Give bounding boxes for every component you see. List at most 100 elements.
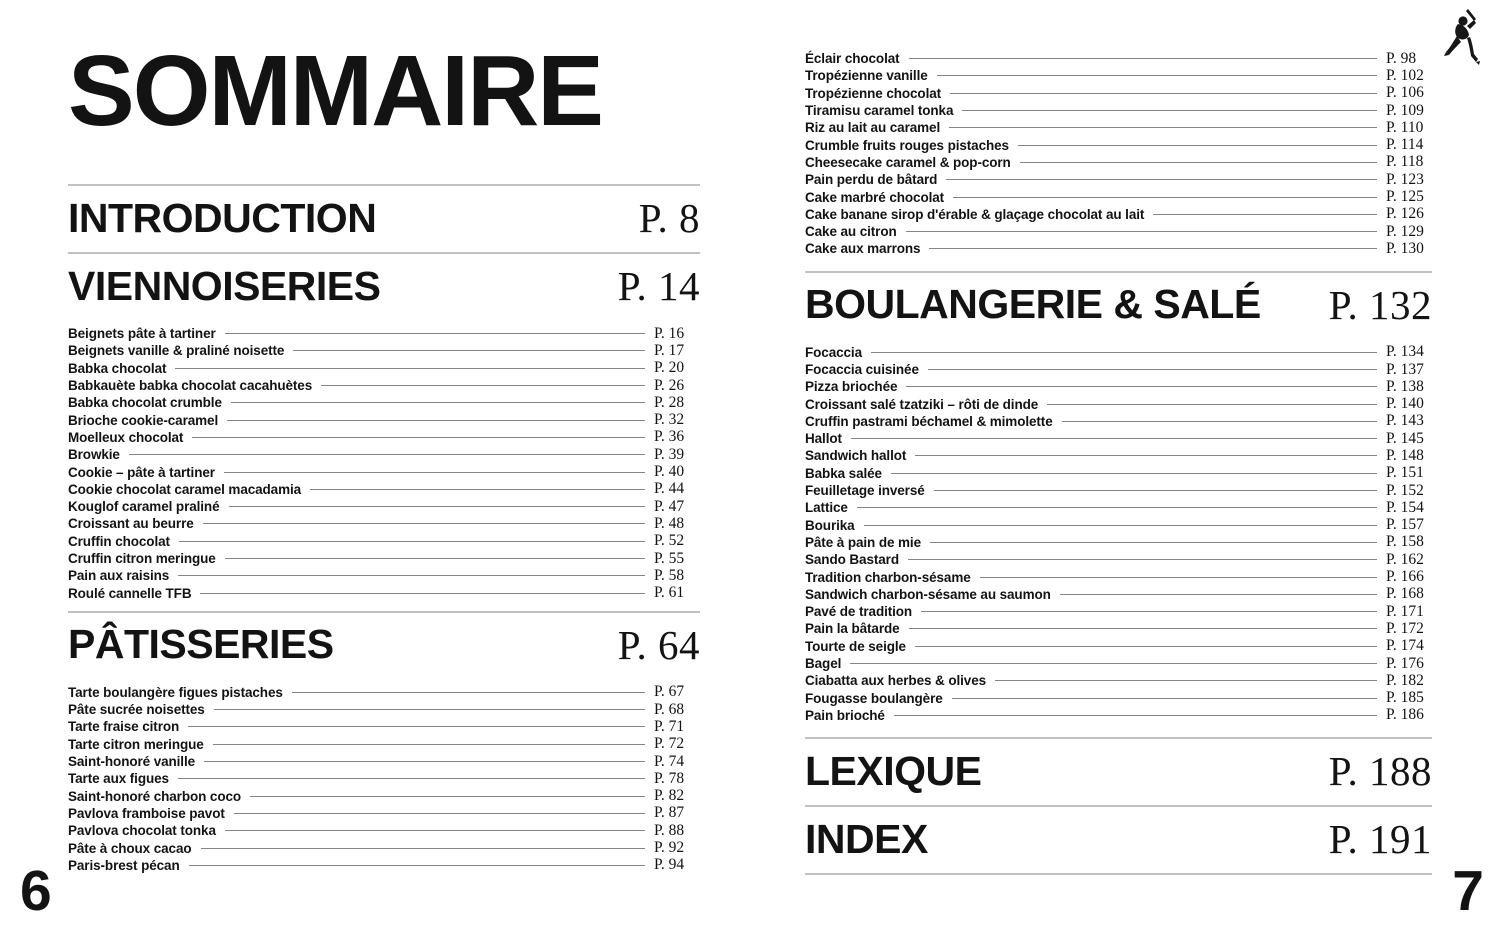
section-title: BOULANGERIE & SALÉ	[805, 281, 1261, 328]
leader-line	[228, 506, 645, 508]
toc-item-label: Tarte aux figues	[68, 771, 169, 787]
leader-line	[230, 402, 645, 404]
toc-item-label: Sando Bastard	[805, 552, 899, 568]
leader-line	[856, 507, 1377, 509]
toc-item-label: Kouglof caramel praliné	[68, 499, 220, 515]
toc-item-row: Cake aux marrons P. 130	[805, 240, 1432, 257]
toc-item-row: Pavlova chocolat tonka P. 88	[68, 822, 700, 839]
toc-item-row: Focaccia P. 134	[805, 343, 1432, 361]
leader-line	[893, 714, 1377, 716]
toc-item-page: P. 137	[1386, 360, 1424, 378]
leader-line	[293, 350, 645, 352]
section-page-ref: P. 14	[617, 263, 700, 309]
toc-item-row: Tarte boulangère figues pistaches P. 67	[68, 683, 700, 701]
section-page-ref: P. 8	[638, 195, 700, 241]
leader-line	[1017, 144, 1377, 146]
toc-item-label: Cruffin citron meringue	[68, 551, 216, 566]
toc-item-row: Pavé de tradition P. 171	[805, 603, 1432, 620]
toc-list-patisseries-continued: Éclair chocolat P. 98 Tropézienne vanill…	[805, 50, 1432, 258]
toc-item-label: Tiramisu caramel tonka	[805, 103, 954, 119]
toc-item-page: P. 72	[654, 735, 685, 753]
toc-item-page: P. 125	[1386, 188, 1424, 206]
toc-item-label: Saint-honoré vanille	[68, 754, 196, 770]
toc-item-row: Beignets vanille & praliné noisette P. 1…	[68, 342, 700, 359]
toc-item-row: Crumble fruits rouges pistaches P. 114	[805, 136, 1432, 153]
toc-item-page: P. 44	[654, 480, 685, 498]
toc-item-page: P. 52	[654, 532, 685, 550]
toc-item-page: P. 68	[654, 700, 685, 718]
toc-item-row: Saint-honoré vanille P. 74	[68, 753, 700, 770]
leader-line	[310, 488, 645, 490]
leader-line	[850, 438, 1377, 440]
toc-item-label: Babka chocolat	[68, 360, 167, 376]
leader-line	[321, 385, 645, 387]
toc-item-page: P. 98	[1386, 49, 1417, 67]
section-title: PÂTISSERIES	[68, 621, 334, 668]
toc-item-page: P. 126	[1386, 205, 1424, 223]
toc-item-label: Cake banane sirop d'érable & glaçage cho…	[805, 206, 1145, 222]
toc-item-label: Pizza briochée	[805, 379, 898, 395]
toc-item-page: P. 130	[1386, 239, 1424, 257]
leader-line	[291, 691, 645, 693]
toc-item-row: Sando Bastard P. 162	[805, 551, 1432, 568]
leader-line	[951, 697, 1377, 699]
toc-item-row: Cruffin citron meringue P. 55	[68, 550, 700, 567]
leader-line	[914, 645, 1377, 647]
toc-item-label: Lattice	[805, 500, 848, 516]
toc-item-label: Éclair chocolat	[805, 51, 900, 67]
toc-item-page: P. 143	[1386, 412, 1424, 430]
toc-item-page: P. 61	[654, 584, 685, 602]
toc-item-row: Bagel P. 176	[805, 655, 1432, 672]
toc-item-row: Pavlova framboise pavot P. 87	[68, 804, 700, 822]
leader-line	[870, 351, 1377, 353]
running-baker-icon	[1444, 9, 1480, 65]
toc-item-row: Bourika P. 157	[805, 516, 1432, 534]
toc-item-row: Tarte citron meringue P. 72	[68, 735, 700, 753]
toc-item-page: P. 157	[1386, 516, 1424, 534]
toc-item-row: Babka chocolat P. 20	[68, 359, 700, 377]
toc-item-label: Beignets vanille & praliné noisette	[68, 343, 285, 359]
leader-line	[927, 369, 1377, 370]
toc-item-label: Beignets pâte à tartiner	[68, 326, 216, 342]
toc-item-page: P. 148	[1386, 447, 1424, 464]
toc-item-label: Sandwich charbon-sésame au saumon	[805, 586, 1051, 602]
leader-line	[949, 127, 1377, 129]
toc-item-label: Cookie – pâte à tartiner	[68, 464, 215, 480]
toc-item-row: Cruffin chocolat P. 52	[68, 532, 700, 550]
toc-item-page: P. 26	[654, 376, 685, 394]
toc-item-label: Paris-brest pécan	[68, 857, 180, 873]
toc-item-row: Tropézienne vanille P. 102	[805, 67, 1432, 84]
divider	[68, 610, 700, 613]
toc-item-row: Cake au citron P. 129	[805, 223, 1432, 240]
leader-line	[921, 611, 1377, 613]
leader-line	[908, 628, 1377, 630]
toc-item-row: Pâte sucrée noisettes P. 68	[68, 701, 700, 718]
toc-item-label: Cruffin pastrami béchamel & mimolette	[805, 413, 1053, 429]
leader-line	[995, 680, 1377, 682]
toc-item-row: Focaccia cuisinée P. 137	[805, 361, 1432, 378]
toc-item-page: P. 185	[1386, 689, 1424, 707]
toc-item-label: Babka salée	[805, 465, 882, 481]
toc-item-page: P. 140	[1386, 395, 1424, 413]
toc-item-page: P. 55	[654, 549, 685, 567]
toc-item-page: P. 92	[654, 839, 685, 857]
toc-item-row: Lattice P. 154	[805, 499, 1432, 516]
toc-item-page: P. 172	[1386, 619, 1424, 637]
toc-item-row: Cookie – pâte à tartiner P. 40	[68, 463, 700, 480]
leader-line	[177, 778, 645, 780]
toc-item-page: P. 36	[654, 428, 685, 446]
toc-item-label: Tropézienne chocolat	[805, 85, 942, 101]
toc-item-label: Roulé cannelle TFB	[68, 585, 192, 601]
toc-item-label: Tradition charbon-sésame	[805, 569, 971, 585]
leader-line	[233, 812, 645, 814]
toc-item-row: Cookie chocolat caramel macadamia P. 44	[68, 480, 700, 498]
toc-item-page: P. 171	[1386, 602, 1424, 620]
toc-item-label: Tarte fraise citron	[68, 719, 180, 735]
toc-item-page: P. 174	[1386, 637, 1424, 655]
toc-item-page: P. 168	[1386, 585, 1424, 603]
toc-item-row: Pâte à choux cacao P. 92	[68, 839, 700, 856]
leader-line	[204, 761, 645, 763]
leader-line	[962, 110, 1377, 112]
folio-right: 7	[1452, 859, 1484, 923]
toc-item-label: Tourte de seigle	[805, 638, 906, 654]
